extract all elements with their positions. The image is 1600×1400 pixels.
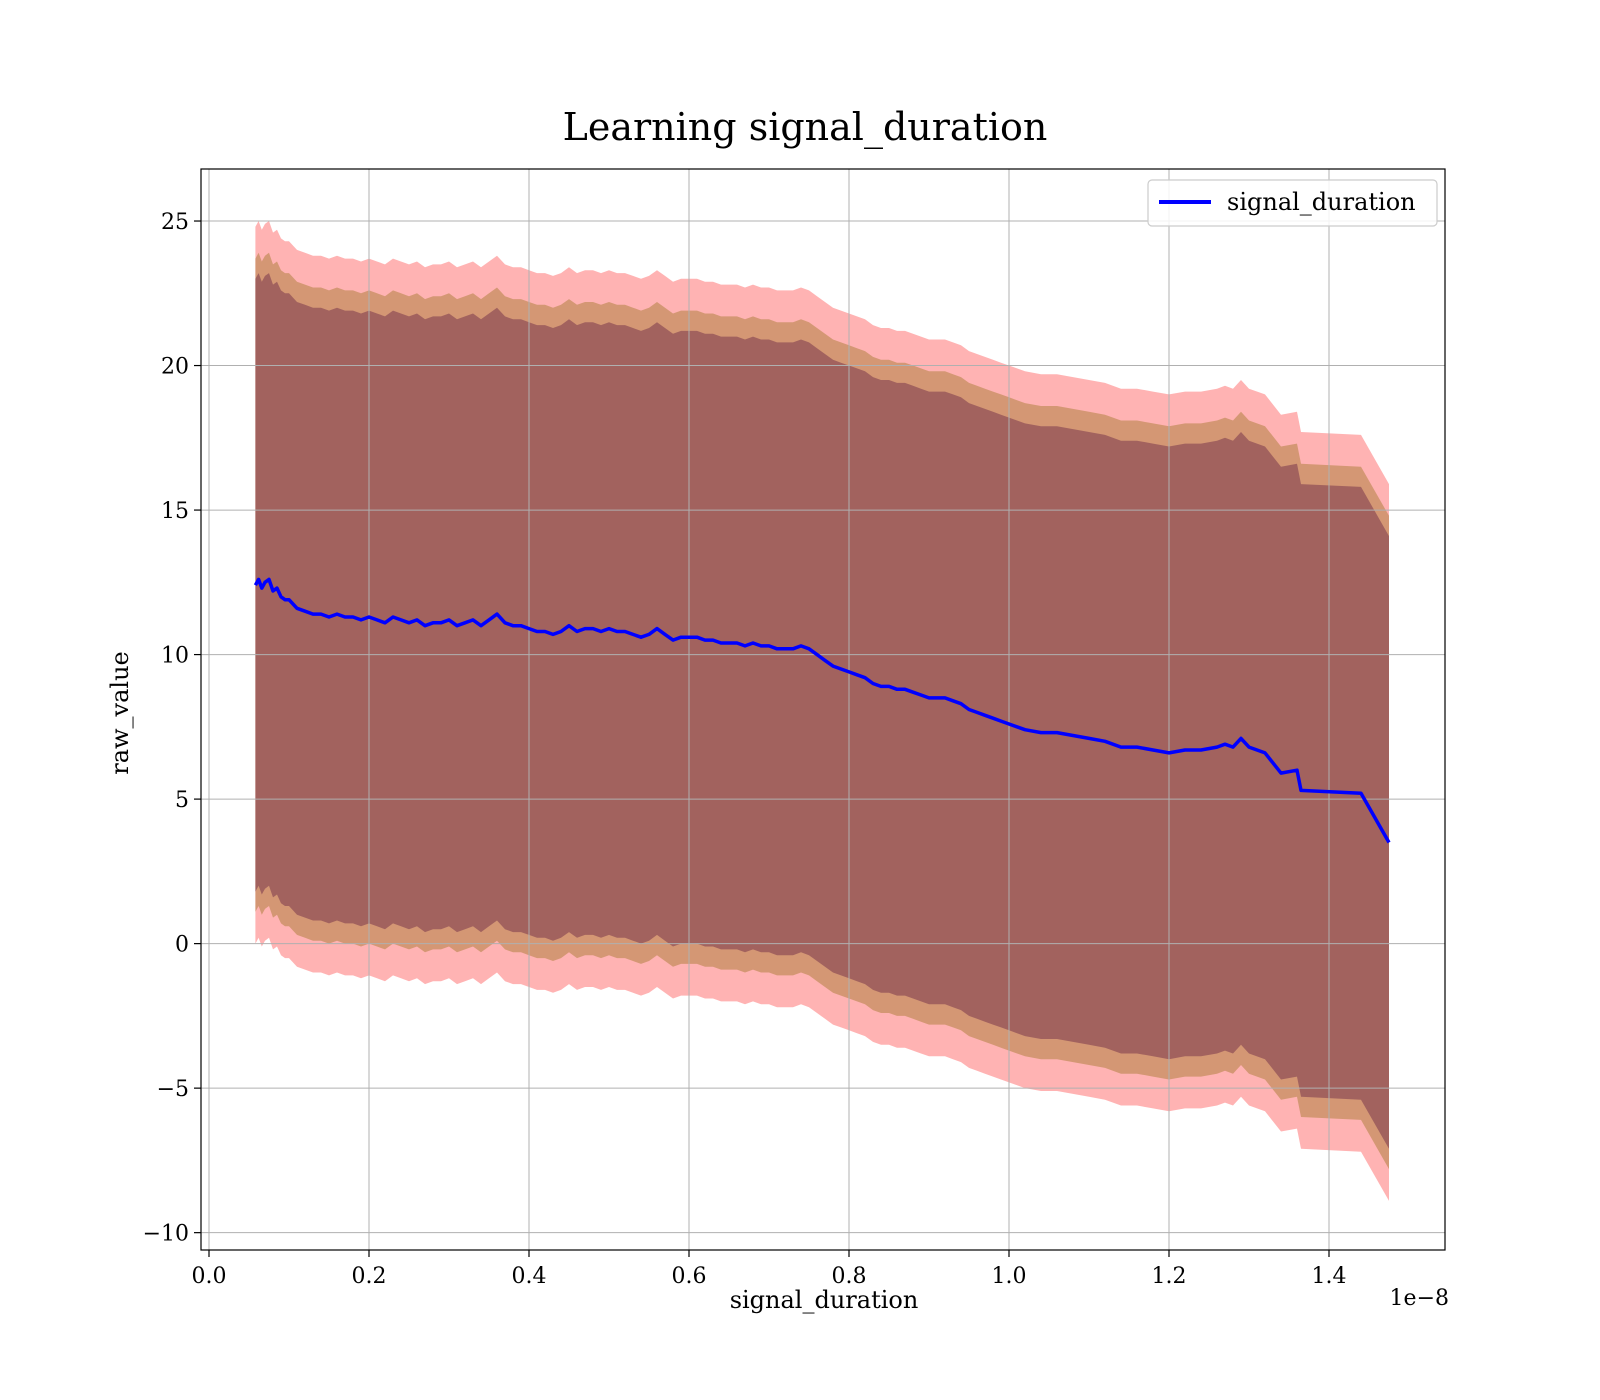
- y-tick-label-7: 25: [161, 210, 189, 235]
- grid-lines: [201, 169, 1445, 1250]
- x-tick-label-7: 1.4: [1312, 1264, 1347, 1289]
- x-tick-label-5: 1.0: [992, 1264, 1027, 1289]
- legend-box: [1147, 179, 1438, 227]
- x-tick-label-3: 0.6: [672, 1264, 707, 1289]
- series-lines: [253, 577, 1391, 844]
- x-tick-label-6: 1.2: [1152, 1264, 1187, 1289]
- plot-frame: [200, 168, 1446, 1251]
- legend: signal_duration: [1147, 179, 1438, 227]
- band-inner: [255, 273, 1389, 1149]
- x-axis-offset-label: 1e−8: [1390, 1286, 1449, 1311]
- chart-title: Learning signal_duration: [563, 105, 1048, 150]
- y-tick-label-1: −5: [157, 1077, 189, 1102]
- x-tick-label-1: 0.2: [352, 1264, 387, 1289]
- x-axis-label: signal_duration: [730, 1286, 919, 1314]
- x-tick-label-4: 0.8: [832, 1264, 867, 1289]
- legend-entry-label: signal_duration: [1227, 188, 1416, 216]
- y-tick-label-6: 20: [161, 355, 189, 380]
- y-tick-label-4: 10: [161, 644, 189, 669]
- x-axis-ticks: 0.0 0.2 0.4 0.6 0.8 1.0 1.2 1.4: [192, 1250, 1347, 1289]
- y-tick-label-2: 0: [175, 933, 189, 958]
- y-tick-label-5: 15: [161, 499, 189, 524]
- confidence-bands: [255, 221, 1389, 1201]
- x-tick-label-0: 0.0: [192, 1264, 227, 1289]
- y-tick-label-3: 5: [175, 788, 189, 813]
- y-axis-label: raw_value: [106, 651, 134, 775]
- series-line-signal_duration: [253, 577, 1391, 844]
- x-tick-label-2: 0.4: [512, 1264, 547, 1289]
- y-axis-ticks: −10 −5 0 5 10 15 20 25: [143, 210, 201, 1247]
- y-tick-label-0: −10: [143, 1222, 189, 1247]
